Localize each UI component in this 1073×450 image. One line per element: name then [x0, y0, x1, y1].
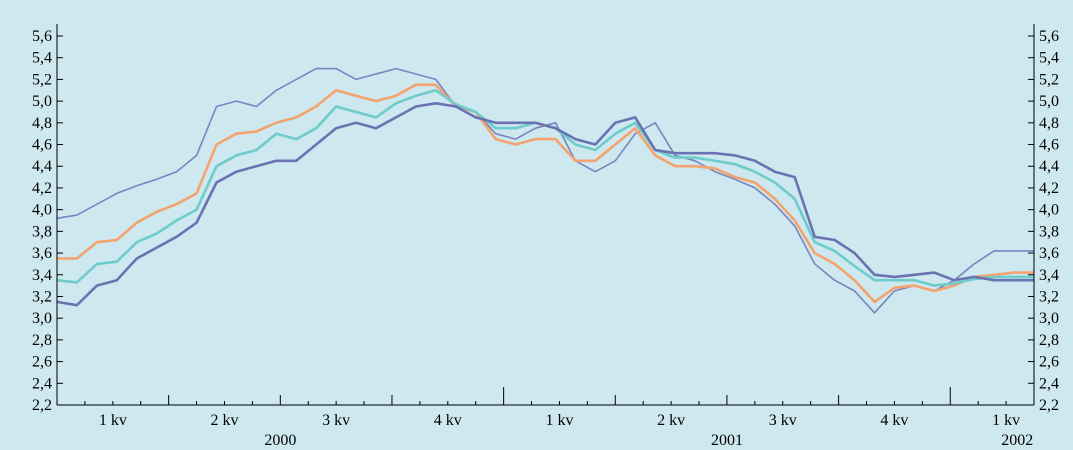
y-tick-label-left: 5,4 — [32, 50, 52, 67]
y-tick-label-left: 5,6 — [32, 28, 52, 45]
y-tick-label-left: 4,0 — [32, 202, 52, 219]
x-quarter-label: 3 kv — [769, 412, 797, 429]
axis-layer — [56, 24, 1035, 406]
y-tick-label-right: 2,4 — [1039, 375, 1059, 392]
y-tick-label-right: 4,0 — [1039, 202, 1059, 219]
y-tick-label-right: 5,4 — [1039, 50, 1059, 67]
y-tick-label-right: 2,8 — [1039, 332, 1059, 349]
y-tick-label-right: 2,6 — [1039, 354, 1059, 371]
x-year-label: 2001 — [711, 432, 743, 449]
y-tick-label-left: 2,2 — [32, 397, 52, 414]
y-tick-label-left: 4,6 — [32, 137, 52, 154]
y-tick-label-left: 3,6 — [32, 245, 52, 262]
y-tick-label-left: 2,4 — [32, 375, 52, 392]
x-quarter-label: 1 kv — [992, 412, 1020, 429]
y-tick-label-left: 4,4 — [32, 158, 52, 175]
y-tick-label-left: 3,0 — [32, 310, 52, 327]
y-tick-label-left: 4,8 — [32, 115, 52, 132]
y-tick-label-right: 4,8 — [1039, 115, 1059, 132]
x-year-label: 2000 — [264, 432, 296, 449]
y-tick-label-left: 5,2 — [32, 71, 52, 88]
y-tick-label-left: 3,4 — [32, 267, 52, 284]
y-tick-label-right: 5,6 — [1039, 28, 1059, 45]
label-layer: 2,2 2,2 2,4 2,4 2,6 2,6 2,8 2,8 3,0 3,0 3,2 3,2 3,4 3… — [32, 28, 1059, 449]
y-tick-label-right: 3,8 — [1039, 223, 1059, 240]
y-tick-label-right: 5,0 — [1039, 93, 1059, 110]
x-quarter-label: 2 kv — [657, 412, 685, 429]
series-line-4 — [56, 102, 1034, 307]
y-tick-label-left: 5,0 — [32, 93, 52, 110]
y-tick-label-left: 2,8 — [32, 332, 52, 349]
y-tick-label-right: 2,2 — [1039, 397, 1059, 414]
y-tick-label-right: 4,2 — [1039, 180, 1059, 197]
y-tick-label-left: 3,2 — [32, 288, 52, 305]
y-tick-label-left: 4,2 — [32, 180, 52, 197]
x-quarter-label: 4 kv — [434, 412, 462, 429]
y-tick-label-right: 3,6 — [1039, 245, 1059, 262]
y-tick-label-right: 5,2 — [1039, 71, 1059, 88]
x-quarter-label: 3 kv — [322, 412, 350, 429]
y-tick-label-left: 3,8 — [32, 223, 52, 240]
y-tick-label-right: 4,6 — [1039, 137, 1059, 154]
x-quarter-label: 4 kv — [880, 412, 908, 429]
y-tick-label-right: 4,4 — [1039, 158, 1059, 175]
x-quarter-label: 1 kv — [545, 412, 573, 429]
y-tick-label-left: 2,6 — [32, 354, 52, 371]
x-quarter-label: 2 kv — [210, 412, 238, 429]
y-tick-label-right: 3,4 — [1039, 267, 1059, 284]
x-quarter-label: 1 kv — [99, 412, 127, 429]
y-tick-label-right: 3,0 — [1039, 310, 1059, 327]
series-layer — [56, 67, 1034, 314]
x-year-label: 2002 — [1001, 432, 1033, 449]
series-line-2 — [57, 83, 1034, 304]
y-tick-label-right: 3,2 — [1039, 288, 1059, 305]
